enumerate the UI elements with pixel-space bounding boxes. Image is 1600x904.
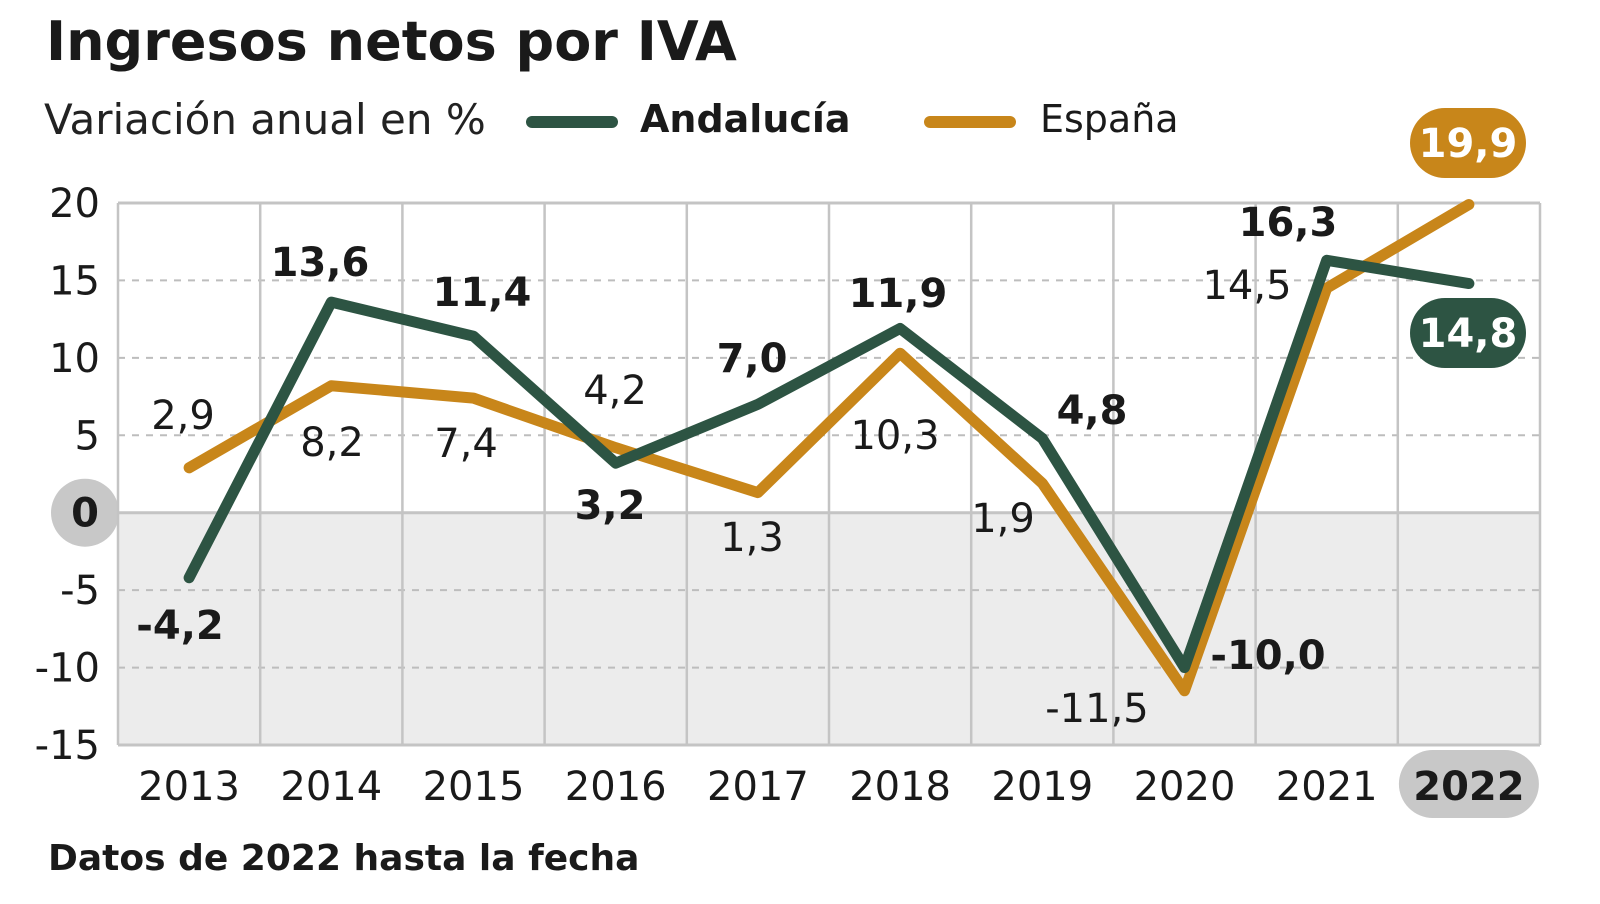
data-label: 13,6: [271, 240, 370, 286]
x-tick-label: 2014: [280, 764, 382, 810]
x-tick-label: 2019: [991, 764, 1093, 810]
x-tick-label: 2013: [138, 764, 240, 810]
data-label: 1,9: [971, 496, 1035, 542]
chart-title: Ingresos netos por IVA: [46, 10, 737, 73]
data-label: 3,2: [575, 483, 646, 529]
y-tick-label: -15: [35, 723, 100, 769]
data-label: 1,3: [720, 515, 784, 561]
data-label: -10,0: [1210, 633, 1325, 679]
data-label: 14,8: [1419, 311, 1518, 357]
x-tick-label: 2020: [1134, 764, 1236, 810]
data-label: 11,9: [849, 271, 948, 317]
data-label: 4,8: [1057, 388, 1128, 434]
data-label: 7,0: [717, 336, 788, 382]
y-tick-label: -10: [35, 646, 100, 692]
footnote: Datos de 2022 hasta la fecha: [48, 838, 639, 879]
data-label: -4,2: [136, 603, 223, 649]
x-tick-label: 2016: [565, 764, 667, 810]
x-tick-label: 2015: [423, 764, 525, 810]
y-tick-label: 20: [49, 181, 100, 227]
y-tick-label: 10: [49, 336, 100, 382]
data-label: -11,5: [1045, 686, 1149, 732]
data-label: 7,4: [434, 421, 498, 467]
data-label: 14,5: [1202, 263, 1291, 309]
data-label: 16,3: [1239, 200, 1338, 246]
data-label: 8,2: [300, 420, 364, 466]
y-tick-label: -5: [60, 568, 100, 614]
legend: Andalucía España: [532, 97, 1179, 141]
legend-label-espana: España: [1040, 97, 1179, 141]
legend-label-andalucia: Andalucía: [640, 97, 851, 141]
y-tick-label: 15: [49, 258, 100, 304]
y-tick-label: 5: [75, 413, 100, 459]
x-tick-label: 2018: [849, 764, 951, 810]
data-label: 2,9: [151, 393, 215, 439]
data-label: 19,9: [1419, 121, 1518, 167]
data-label: 11,4: [433, 270, 532, 316]
data-label: 4,2: [583, 368, 647, 414]
x-tick-label: 2017: [707, 764, 809, 810]
data-label: 10,3: [850, 413, 939, 459]
chart-subtitle: Variación anual en %: [44, 95, 486, 144]
x-tick-label: 2022: [1413, 764, 1524, 810]
y-tick-label: 0: [71, 491, 99, 537]
x-tick-label: 2021: [1276, 764, 1378, 810]
